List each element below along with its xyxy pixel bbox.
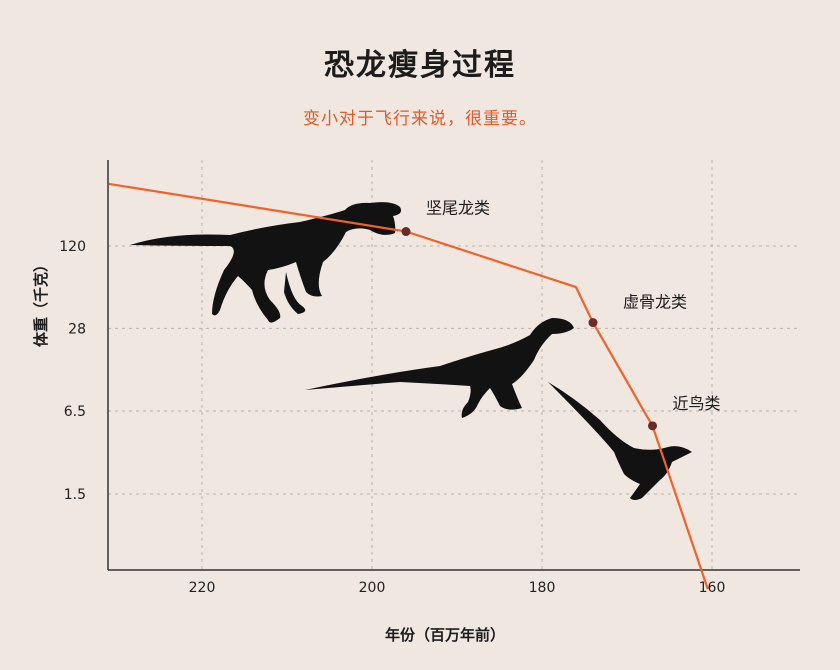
annotation-label: 虚骨龙类 <box>623 293 687 312</box>
annotation-marker <box>648 421 657 431</box>
chart-subtitle: 变小对于飞行来说，很重要。 <box>303 109 537 129</box>
theropod-silhouette-icon <box>130 202 402 323</box>
y-tick-label: 1.5 <box>64 487 86 503</box>
paraves-silhouette-icon <box>548 382 692 500</box>
annotation-marker <box>588 318 598 328</box>
chart-title: 恐龙瘦身过程 <box>324 48 516 83</box>
y-tick-label: 120 <box>59 239 86 255</box>
y-tick-label: 28 <box>68 321 86 337</box>
axes <box>107 160 800 571</box>
ticks: 220 200 180 160 120 28 6.5 1.5 <box>59 239 725 596</box>
x-tick-label: 200 <box>359 580 386 596</box>
y-tick-label: 6.5 <box>64 404 86 420</box>
series <box>108 182 709 590</box>
x-axis-label: 年份（百万年前） <box>385 626 505 644</box>
series-line <box>108 182 709 590</box>
x-tick-label: 160 <box>699 580 726 596</box>
annotation-label: 近鸟类 <box>673 394 721 413</box>
y-axis-label: 体重（千克） <box>32 257 50 347</box>
grid <box>108 160 800 570</box>
x-tick-label: 220 <box>189 580 216 596</box>
annotation-label: 坚尾龙类 <box>426 199 490 218</box>
coelurosaur-silhouette-icon <box>305 318 574 418</box>
annotation-marker <box>401 227 411 237</box>
x-tick-label: 180 <box>529 580 556 596</box>
